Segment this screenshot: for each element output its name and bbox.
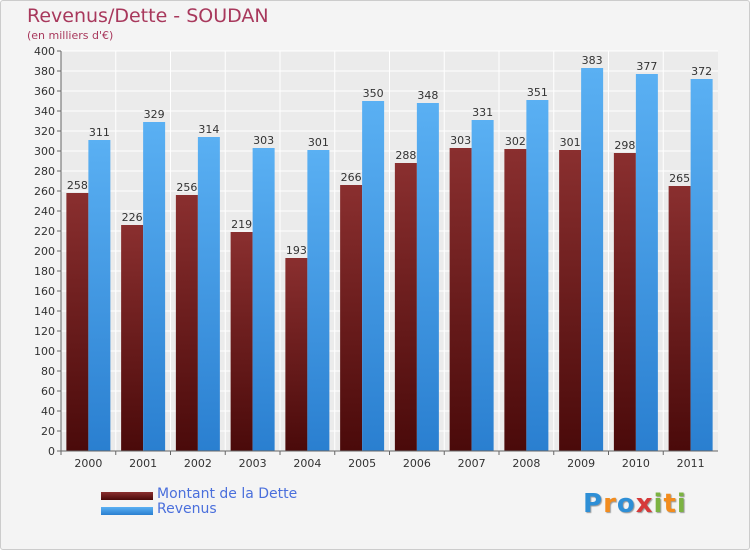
value-label-revenus-2004: 301 (308, 136, 329, 149)
logo-letter: i (676, 489, 687, 519)
bar-dette-2006 (394, 163, 417, 451)
value-label-dette-2006: 288 (395, 149, 416, 162)
y-tick-label-20: 20 (41, 425, 55, 438)
bar-revenus-2000 (88, 140, 111, 451)
bar-revenus-2010 (635, 74, 658, 451)
x-tick-label-2001: 2001 (129, 457, 157, 470)
bar-dette-2000 (66, 193, 89, 451)
value-label-dette-2009: 301 (560, 136, 581, 149)
value-label-dette-2007: 303 (450, 134, 471, 147)
logo-letter: t (663, 489, 677, 519)
y-tick-label-400: 400 (34, 45, 55, 58)
value-label-revenus-2008: 351 (527, 86, 548, 99)
x-tick-label-2009: 2009 (567, 457, 595, 470)
bar-dette-2002 (175, 195, 198, 451)
bar-revenus-2008 (526, 100, 549, 451)
x-tick-label-2008: 2008 (512, 457, 540, 470)
y-tick-label-280: 280 (34, 165, 55, 178)
legend-swatch-revenus (101, 507, 153, 515)
bar-revenus-2003 (252, 148, 275, 451)
value-label-dette-2001: 226 (122, 211, 143, 224)
bar-dette-2009 (559, 150, 582, 451)
x-tick-label-2006: 2006 (403, 457, 431, 470)
y-tick-label-360: 360 (34, 85, 55, 98)
bar-revenus-2001 (143, 122, 166, 451)
y-tick-label-380: 380 (34, 65, 55, 78)
y-tick-label-300: 300 (34, 145, 55, 158)
y-tick-label-260: 260 (34, 185, 55, 198)
proxiti-logo: Proxiti (583, 489, 687, 519)
y-tick-label-200: 200 (34, 245, 55, 258)
value-label-dette-2000: 258 (67, 179, 88, 192)
value-label-revenus-2003: 303 (253, 134, 274, 147)
legend-swatch-dette (101, 492, 153, 500)
value-label-dette-2010: 298 (614, 139, 635, 152)
x-tick-label-2005: 2005 (348, 457, 376, 470)
bar-dette-2007 (449, 148, 472, 451)
value-label-dette-2011: 265 (669, 172, 690, 185)
y-tick-label-240: 240 (34, 205, 55, 218)
value-label-revenus-2005: 350 (363, 87, 384, 100)
value-label-dette-2008: 302 (505, 135, 526, 148)
value-label-revenus-2010: 377 (636, 60, 657, 73)
value-label-revenus-2001: 329 (144, 108, 165, 121)
bar-dette-2004 (285, 258, 308, 451)
chart-subtitle: (en milliers d'€) (27, 29, 114, 42)
y-tick-label-120: 120 (34, 325, 55, 338)
logo-letter: r (603, 489, 617, 519)
value-label-dette-2004: 193 (286, 244, 307, 257)
x-tick-label-2010: 2010 (622, 457, 650, 470)
bar-revenus-2006 (416, 103, 439, 451)
bar-dette-2008 (504, 149, 527, 451)
x-tick-label-2007: 2007 (458, 457, 486, 470)
bar-chart: 0 20 40 60 80 100 120 140 160 180 200 220 240 260 280 3… (34, 45, 718, 470)
logo-letter: x (635, 489, 654, 519)
bar-revenus-2009 (581, 68, 604, 451)
y-tick-label-100: 100 (34, 345, 55, 358)
x-tick-label-2004: 2004 (293, 457, 321, 470)
y-tick-label-320: 320 (34, 125, 55, 138)
y-tick-label-180: 180 (34, 265, 55, 278)
legend-label-revenus: Revenus (157, 501, 217, 517)
x-tick-label-2000: 2000 (74, 457, 102, 470)
y-tick-label-80: 80 (41, 365, 55, 378)
bar-dette-2003 (230, 232, 253, 451)
y-tick-label-0: 0 (48, 445, 55, 458)
y-tick-label-340: 340 (34, 105, 55, 118)
logo-letter: P (583, 489, 604, 519)
y-tick-label-220: 220 (34, 225, 55, 238)
value-label-revenus-2009: 383 (582, 54, 603, 67)
bar-dette-2011 (668, 186, 691, 451)
value-label-dette-2005: 266 (341, 171, 362, 184)
y-tick-label-40: 40 (41, 405, 55, 418)
logo-letter: i (653, 489, 664, 519)
bar-revenus-2004 (307, 150, 330, 451)
value-label-revenus-2006: 348 (417, 89, 438, 102)
bar-revenus-2007 (471, 120, 494, 451)
x-tick-label-2002: 2002 (184, 457, 212, 470)
x-tick-label-2003: 2003 (239, 457, 267, 470)
value-label-revenus-2002: 314 (198, 123, 219, 136)
value-label-revenus-2007: 331 (472, 106, 493, 119)
legend-label-dette: Montant de la Dette (157, 486, 298, 502)
y-tick-label-140: 140 (34, 305, 55, 318)
bar-dette-2010 (613, 153, 636, 451)
bar-revenus-2002 (197, 137, 220, 451)
logo-letter: o (616, 489, 636, 519)
bar-dette-2005 (340, 185, 363, 451)
bar-dette-2001 (121, 225, 144, 451)
bar-revenus-2011 (690, 79, 713, 451)
y-tick-label-160: 160 (34, 285, 55, 298)
bar-revenus-2005 (362, 101, 385, 451)
value-label-dette-2003: 219 (231, 218, 252, 231)
y-tick-label-60: 60 (41, 385, 55, 398)
x-tick-label-2011: 2011 (677, 457, 705, 470)
chart-title: Revenus/Dette - SOUDAN (27, 5, 269, 27)
value-label-revenus-2011: 372 (691, 65, 712, 78)
value-label-revenus-2000: 311 (89, 126, 110, 139)
value-label-dette-2002: 256 (176, 181, 197, 194)
